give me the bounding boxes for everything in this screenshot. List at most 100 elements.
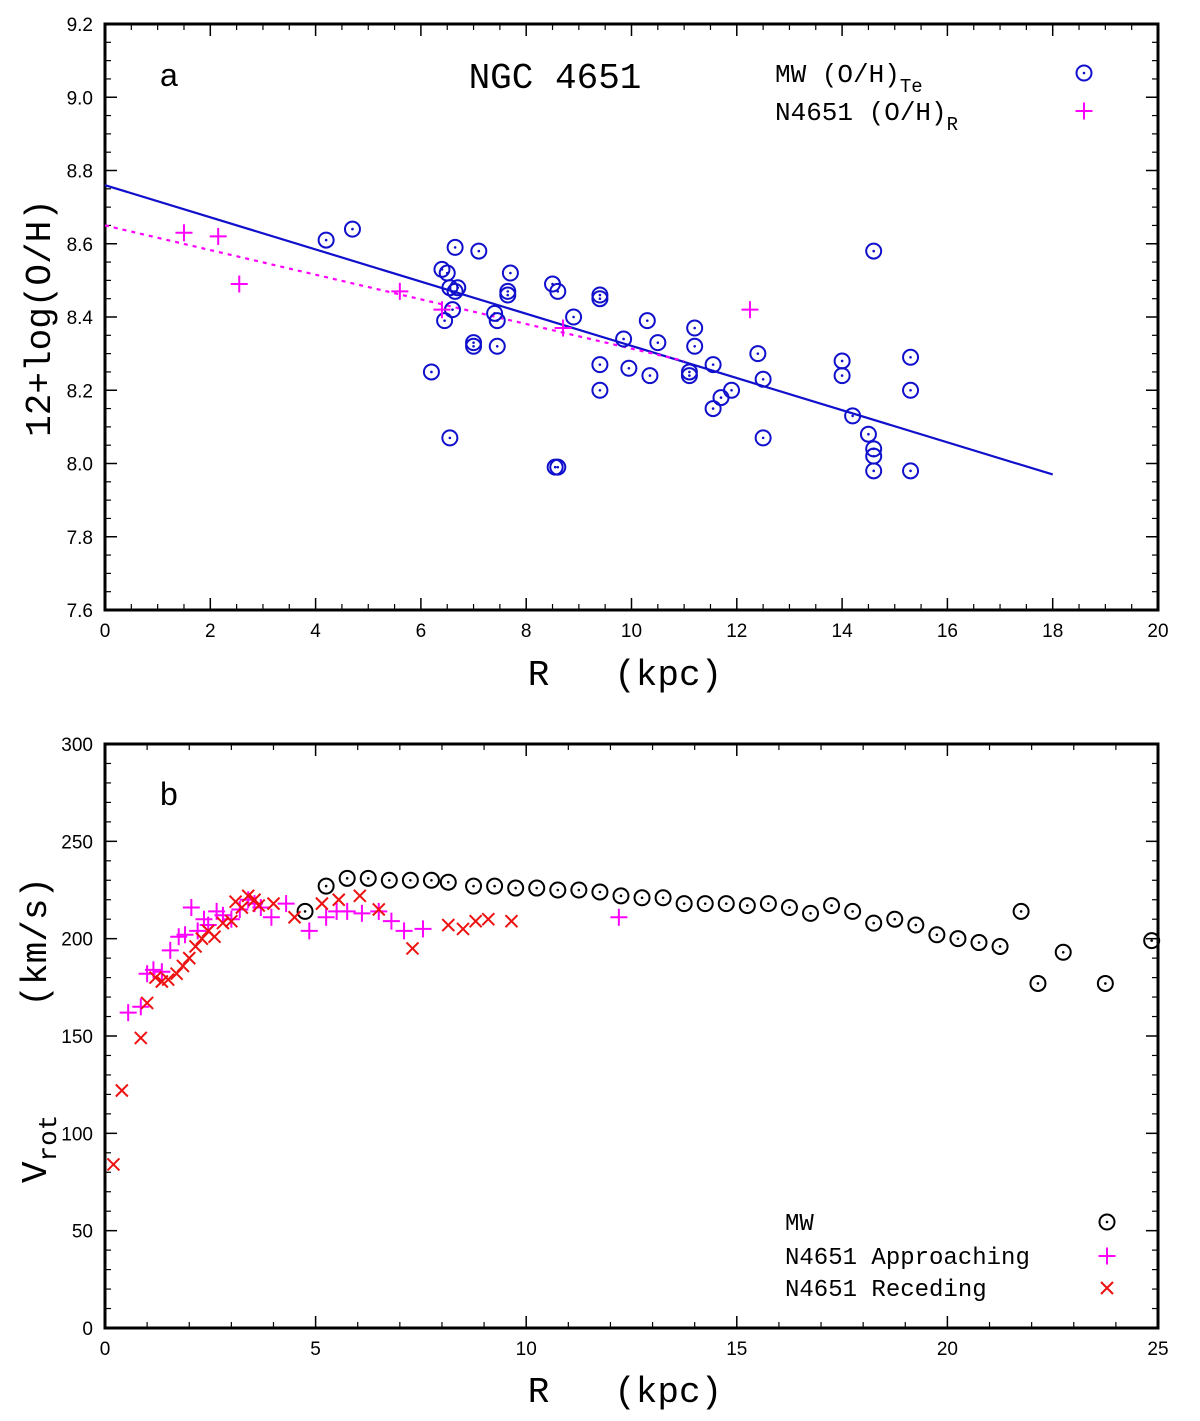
mw-point: [465, 877, 483, 895]
legend-marker: [1098, 1247, 1116, 1265]
n4651-approaching-point: [262, 908, 280, 926]
n4651-receding-point: [456, 922, 470, 936]
y-tick-label: 8.6: [67, 235, 93, 256]
mw-point: [902, 348, 920, 366]
mw-point: [1096, 974, 1114, 992]
panel-letter-a: a: [160, 57, 178, 93]
mw-point: [438, 264, 456, 282]
panel-letter-b: b: [160, 776, 178, 812]
n4651-approaching-point: [300, 922, 318, 940]
mw-point: [717, 895, 735, 913]
n4651-approaching-point: [277, 895, 295, 913]
n4651-receding-point: [468, 914, 483, 928]
n4651-approaching-point: [161, 941, 179, 959]
n4651-approaching-point: [353, 904, 371, 922]
panel-a: 0 2 4 6 8 10 12 14 16 18 20 7.6 7.8 8.0 8.2 8.4 8.6 8.8 9.…: [20, 15, 1169, 696]
n4651-approaching-point: [119, 1004, 137, 1022]
mw-point: [844, 902, 862, 920]
mw-point: [680, 367, 698, 385]
x-tick-label: 20: [937, 1339, 958, 1360]
n4651-approaching-point: [182, 899, 200, 917]
mw-point: [902, 462, 920, 480]
n4651-receding-point: [224, 914, 239, 928]
x-axis-label: R (kpc): [528, 1372, 722, 1413]
x-tick-label: 16: [937, 621, 958, 642]
mw-gradient-fit-line: [104, 184, 1054, 476]
n4651-point: [433, 301, 451, 319]
n4651-receding-point: [287, 910, 302, 924]
mw-point: [441, 429, 459, 447]
n4651-receding-point: [235, 900, 249, 915]
n4651-receding-point: [266, 896, 281, 911]
x-tick-label: 5: [310, 1339, 321, 1360]
legend-label: N4651 (O/H)R: [775, 98, 958, 136]
legend-label: N4651 Approaching: [785, 1245, 1030, 1272]
n4651-approaching-point: [176, 926, 194, 944]
mw-point: [902, 381, 920, 399]
mw-point: [865, 462, 883, 480]
mw-point: [296, 902, 314, 920]
mw-point: [591, 381, 609, 399]
legend-label: MW (O/H)Te: [775, 60, 923, 98]
n4651-receding-point: [161, 972, 175, 987]
n4651-receding-point: [504, 914, 519, 928]
mw-point: [422, 871, 440, 889]
n4651-receding-point: [372, 902, 386, 917]
y-tick-label: 300: [61, 735, 93, 756]
mw-point: [549, 458, 567, 476]
mw-point: [633, 889, 651, 907]
y-axis-label: Vrot (km/s): [16, 877, 64, 1183]
mw-point: [991, 937, 1009, 955]
mw-point: [433, 260, 451, 278]
mw-point: [754, 370, 772, 388]
y-tick-label: 200: [61, 930, 93, 951]
mw-point: [686, 319, 704, 337]
mw-point: [570, 881, 588, 899]
mw-point: [317, 877, 335, 895]
n4651-receding-point: [405, 941, 420, 956]
mw-point: [465, 337, 483, 355]
x-tick-label: 20: [1147, 621, 1168, 642]
mw-point: [738, 897, 756, 915]
n4651-receding-point: [106, 1157, 121, 1172]
x-tick-label: 0: [100, 1339, 111, 1360]
mw-point: [886, 910, 904, 928]
mw-point: [686, 337, 704, 355]
mw-point: [865, 914, 883, 932]
mw-point: [449, 279, 467, 297]
mw-point: [1029, 974, 1047, 992]
mw-point: [499, 286, 517, 304]
mw-point: [749, 345, 767, 363]
legend-label: MW: [785, 1211, 814, 1238]
mw-point: [591, 290, 609, 308]
x-tick-label: 14: [832, 621, 854, 642]
legend-marker: [1075, 102, 1093, 120]
n4651-approaching-point: [153, 963, 171, 981]
x-tick-label: 12: [726, 621, 747, 642]
series-mw: [317, 220, 920, 480]
mw-point: [696, 895, 714, 913]
y-tick-label: 8.2: [67, 381, 93, 402]
mw-point: [1012, 902, 1030, 920]
chart-title: NGC 4651: [469, 58, 642, 99]
mw-point: [865, 447, 883, 465]
x-tick-label: 25: [1147, 1339, 1168, 1360]
y-tick-label: 100: [61, 1124, 93, 1145]
x-tick-label: 10: [621, 621, 642, 642]
mw-point: [343, 220, 361, 238]
y-tick-label: 250: [61, 832, 93, 853]
mw-point: [615, 330, 633, 348]
n4651-receding-point: [247, 893, 262, 907]
mw-point: [680, 363, 698, 381]
n4651-approaching-point: [189, 922, 207, 940]
mw-point: [823, 897, 841, 915]
y-tick-label: 8.0: [67, 455, 93, 476]
x-axis-label: R (kpc): [528, 655, 722, 696]
n4651-receding-point: [140, 996, 154, 1010]
n4651-point: [230, 275, 248, 293]
n4651-approaching-point: [338, 902, 356, 920]
y-tick-label: 9.2: [67, 15, 93, 36]
